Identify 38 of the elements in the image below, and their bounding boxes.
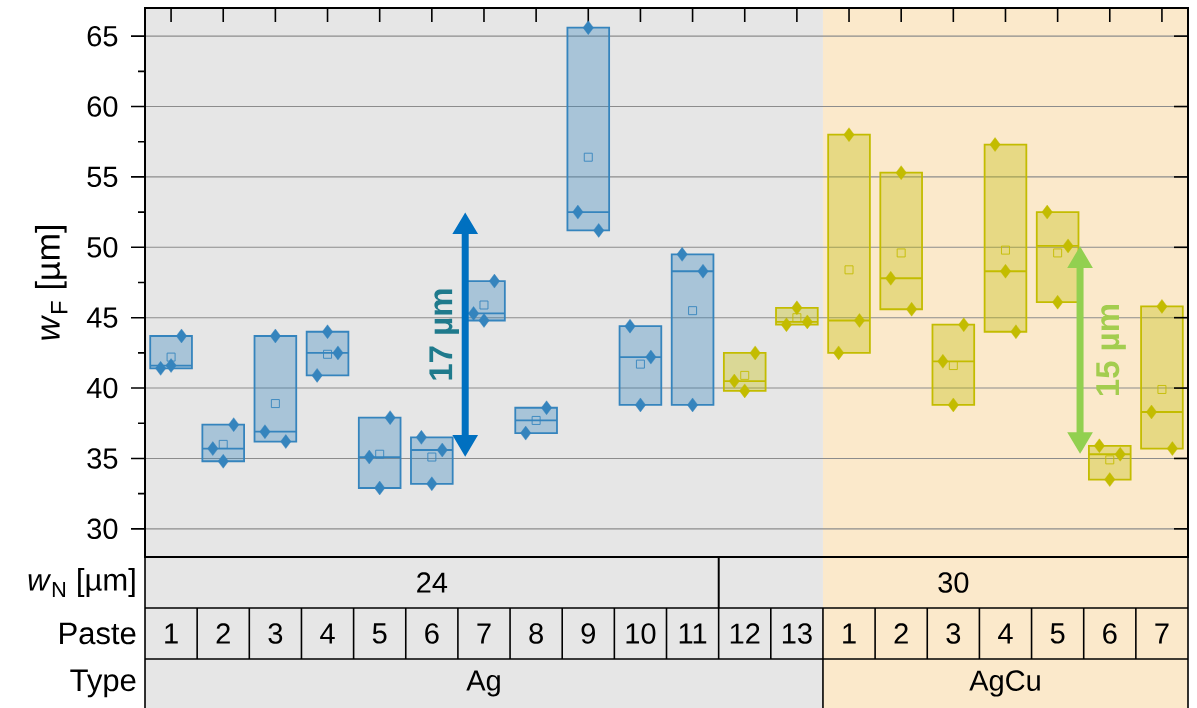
annotation: 15 µm — [1096, 305, 1126, 396]
y-tick-label: 60 — [87, 96, 118, 117]
annotation: 17 µm — [429, 289, 459, 380]
x-tick-label: 11 — [679, 623, 707, 644]
x-axis-title: Paste — [60, 622, 136, 645]
y-tick-label: 50 — [87, 237, 118, 258]
x-tick-label: 4 — [998, 623, 1013, 644]
x-tick-label: 3 — [268, 623, 283, 644]
text: AgCu — [969, 670, 1040, 697]
x-tick-label: 1 — [165, 623, 178, 644]
text: Type — [70, 669, 136, 698]
text: w$_{N}$ [µm] — [28, 568, 135, 597]
x-tick-label: 2 — [216, 623, 230, 644]
x-tick-label: 6 — [1103, 623, 1117, 644]
x-tick-label: 5 — [1050, 623, 1065, 644]
x-tick-label: 2 — [894, 623, 908, 644]
y-tick-label: 65 — [87, 25, 118, 47]
x-tick-label: 12 — [730, 623, 760, 644]
x-tick-label: 8 — [529, 623, 543, 644]
text: 24 — [417, 572, 448, 593]
text: 30 — [938, 572, 969, 593]
x-tick-label: 7 — [1155, 623, 1169, 644]
x-tick-label: 6 — [425, 623, 439, 644]
x-tick-label: 5 — [372, 623, 387, 644]
x-tick-label: 7 — [477, 623, 491, 644]
x-tick-label: 1 — [843, 623, 856, 644]
y-axis-title: w$_{F}$ [µm] — [34, 226, 68, 340]
x-tick-label: 10 — [626, 623, 656, 644]
y-tick-label: 30 — [87, 518, 118, 540]
x-tick-label: 9 — [581, 623, 595, 644]
x-tick-label: 13 — [782, 623, 812, 644]
y-tick-label: 40 — [86, 377, 118, 399]
x-tick-label: 3 — [946, 623, 961, 644]
x-tick-label: 4 — [320, 623, 335, 644]
y-tick-label: 55 — [87, 166, 118, 188]
text: Ag — [466, 670, 500, 697]
y-tick-label: 35 — [87, 448, 118, 469]
y-tick-label: 45 — [86, 307, 118, 328]
